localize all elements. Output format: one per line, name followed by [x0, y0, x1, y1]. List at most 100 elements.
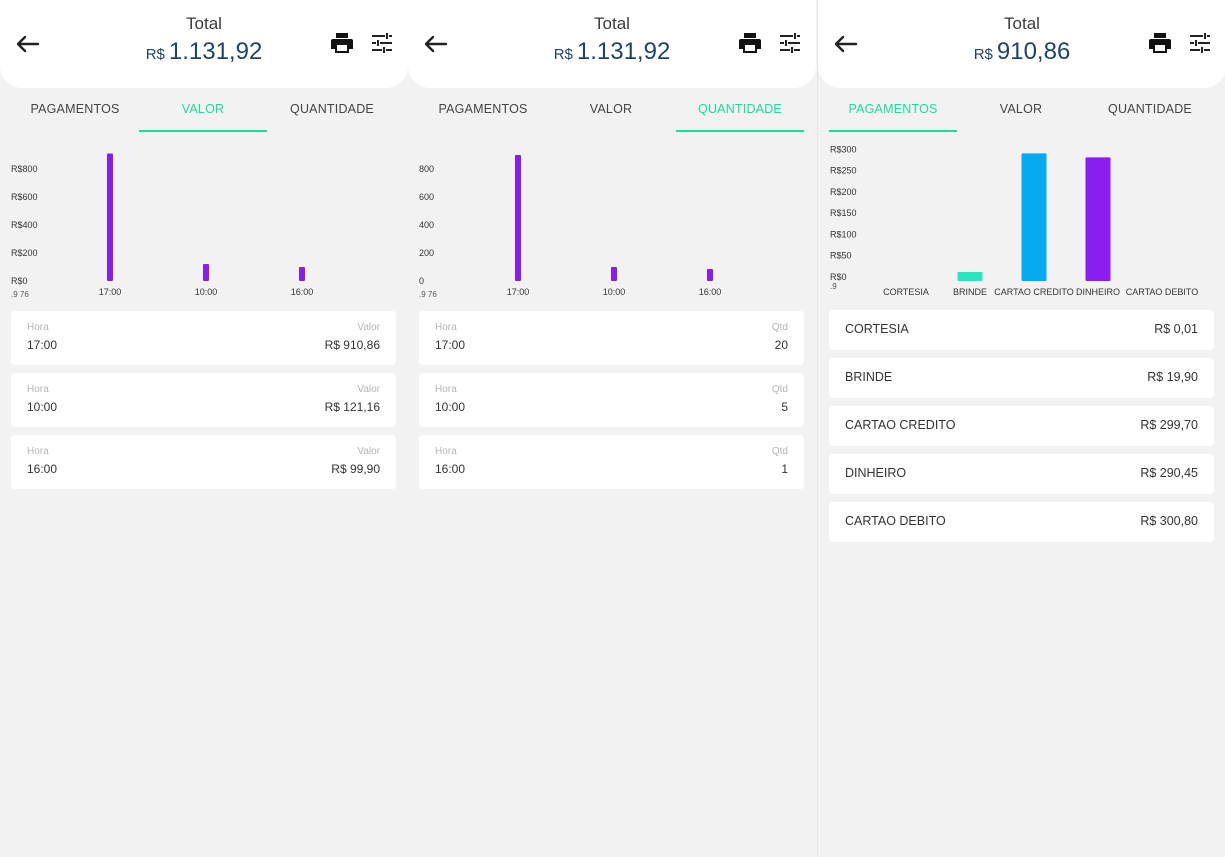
filter-settings-icon[interactable] — [779, 32, 801, 54]
quantidade-bar-chart: 0 200 400 600 800 .9 76 17:00 10:00 16:00 — [419, 155, 722, 299]
y-tick-label: R$800 — [11, 164, 38, 174]
payment-value: R$ 19,90 — [1147, 370, 1198, 384]
currency-symbol: R$ — [973, 46, 993, 63]
y-tick-label: 400 — [419, 220, 434, 230]
header-total: R$ 1.131,92 — [408, 38, 816, 66]
currency-symbol: R$ — [145, 46, 165, 63]
table-row: Hora Valor 10:00 R$ 121,16 — [11, 373, 396, 427]
payment-value: R$ 290,45 — [1140, 466, 1198, 480]
valor-value: R$ 99,90 — [331, 462, 380, 476]
valor-bar-chart: R$0 R$200 R$400 R$600 R$800 .9 76 17:00 10:00 16… — [11, 153, 314, 299]
x-tick-label: CORTESIA — [883, 287, 929, 297]
payment-value: R$ 300,80 — [1140, 514, 1198, 528]
valor-value: R$ 121,16 — [324, 400, 380, 414]
y-tick-label: 800 — [419, 164, 434, 174]
panel-pagamentos: Total R$ 910,86 PAGAMENTOS VALOR QUANTIDA… — [817, 0, 1225, 857]
header-title: Total — [594, 14, 630, 33]
tab-valor[interactable]: VALOR — [999, 102, 1043, 116]
tab-quantidade[interactable]: QUANTIDADE — [1108, 102, 1192, 116]
hora-header: Hora — [27, 446, 49, 457]
header-title: Total — [186, 14, 222, 33]
total-amount: 910,86 — [996, 38, 1071, 65]
hora-value: 16:00 — [435, 462, 466, 476]
header-total: R$ 1.131,92 — [0, 38, 408, 66]
bar — [1085, 157, 1111, 281]
back-arrow-icon[interactable] — [422, 32, 448, 56]
table-row: Hora Qtd 10:00 5 — [419, 373, 804, 427]
table-row: Hora Valor 16:00 R$ 99,90 — [11, 435, 396, 489]
payment-row: CARTAO CREDITO R$ 299,70 — [829, 406, 1214, 446]
tabs: PAGAMENTOS VALOR QUANTIDADE — [419, 94, 804, 132]
tab-quantidade[interactable]: QUANTIDADE — [676, 94, 804, 132]
hora-header: Hora — [435, 384, 457, 395]
qtd-header: Qtd — [771, 322, 788, 333]
bar — [203, 264, 209, 281]
tab-quantidade[interactable]: QUANTIDADE — [290, 102, 374, 116]
tabs: PAGAMENTOS VALOR QUANTIDADE — [11, 94, 396, 132]
print-icon[interactable] — [738, 31, 762, 55]
table-row: Hora Qtd 16:00 1 — [419, 435, 804, 489]
tab-valor[interactable]: VALOR — [139, 94, 267, 132]
y-tick-label: 0 — [419, 276, 424, 286]
payment-value: R$ 299,70 — [1140, 418, 1198, 432]
hora-value: 10:00 — [435, 400, 466, 414]
y-tick-label: 200 — [419, 248, 434, 258]
qtd-value: 1 — [781, 462, 788, 476]
x-tick-label: 10:00 — [195, 287, 218, 297]
table-row: Hora Valor 17:00 R$ 910,86 — [11, 311, 396, 365]
hora-header: Hora — [27, 384, 49, 395]
x-tick-label: 16:00 — [699, 287, 722, 297]
x-tick-label: 17:00 — [507, 287, 530, 297]
payment-label: BRINDE — [845, 370, 893, 384]
hora-header: Hora — [435, 446, 457, 457]
tab-pagamentos[interactable]: PAGAMENTOS — [438, 102, 528, 116]
tab-valor[interactable]: VALOR — [589, 102, 633, 116]
y-tick-label: R$150 — [830, 208, 857, 218]
x-tick-label: CARTAO DEBITO — [1126, 287, 1199, 297]
x-tick-label: BRINDE — [953, 287, 987, 297]
bar — [107, 153, 113, 281]
bar — [957, 272, 983, 281]
back-arrow-icon[interactable] — [832, 32, 858, 56]
pagamentos-bar-chart: R$0 R$50 R$100 R$150 R$200 R$250 R$300 .9 CORTES… — [830, 144, 1199, 297]
filter-settings-icon[interactable] — [1189, 32, 1211, 54]
y-tick-label: R$100 — [830, 229, 857, 239]
y-tick-label: R$300 — [830, 144, 857, 154]
tab-pagamentos[interactable]: PAGAMENTOS — [829, 94, 957, 132]
payment-row: DINHEIRO R$ 290,45 — [829, 454, 1214, 494]
y-tick-label: 600 — [419, 192, 434, 202]
bar — [515, 155, 521, 281]
panel-quantidade: Total R$ 1.131,92 PAGAMENTOS VALOR QUANTI… — [408, 0, 816, 857]
back-arrow-icon[interactable] — [14, 32, 40, 56]
x-tick-label: 16:00 — [291, 287, 314, 297]
y-tick-label: R$200 — [11, 248, 38, 258]
total-amount: 1.131,92 — [168, 38, 263, 65]
print-icon[interactable] — [1148, 31, 1172, 55]
header: Total R$ 1.131,92 — [408, 0, 816, 88]
x-tick-label: 10:00 — [603, 287, 626, 297]
bar — [1021, 153, 1047, 281]
edge-tick-label: .9 76 — [11, 290, 29, 299]
payment-value: R$ 0,01 — [1154, 322, 1198, 336]
filter-settings-icon[interactable] — [371, 32, 393, 54]
header: Total R$ 1.131,92 — [0, 0, 408, 88]
table-row: Hora Qtd 17:00 20 — [419, 311, 804, 365]
y-tick-label: R$600 — [11, 192, 38, 202]
qtd-header: Qtd — [771, 446, 788, 457]
x-tick-label: 17:00 — [99, 287, 122, 297]
payment-label: DINHEIRO — [845, 466, 907, 480]
payment-label: CARTAO CREDITO — [845, 418, 956, 432]
hora-value: 17:00 — [27, 338, 58, 352]
hora-header: Hora — [435, 322, 457, 333]
panel-valor: Total R$ 1.131,92 PAGAMENTOS VALOR QUANTI… — [0, 0, 408, 857]
edge-tick-label: .9 76 — [419, 290, 437, 299]
y-tick-label: R$50 — [830, 251, 852, 261]
bar — [299, 267, 305, 281]
payment-row: CARTAO DEBITO R$ 300,80 — [829, 502, 1214, 542]
header-total: R$ 910,86 — [818, 38, 1225, 66]
x-tick-label: DINHEIRO — [1076, 287, 1120, 297]
tab-pagamentos[interactable]: PAGAMENTOS — [30, 102, 120, 116]
header: Total R$ 910,86 — [818, 0, 1225, 88]
tabs: PAGAMENTOS VALOR QUANTIDADE — [829, 94, 1214, 132]
print-icon[interactable] — [330, 31, 354, 55]
